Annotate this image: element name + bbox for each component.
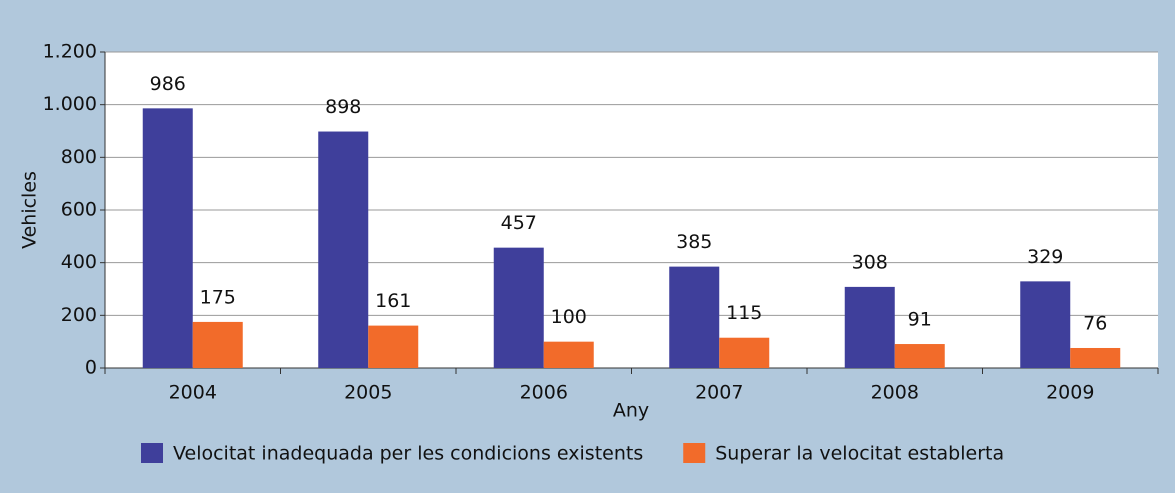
legend-label: Velocitat inadequada per les condicions … xyxy=(173,443,643,465)
data-label: 161 xyxy=(375,290,411,312)
y-tick-label: 800 xyxy=(61,146,97,168)
bar xyxy=(669,266,720,368)
y-axis-label: Vehicles xyxy=(19,171,41,249)
data-label: 898 xyxy=(325,96,361,118)
bar xyxy=(368,325,419,368)
bar xyxy=(318,131,369,368)
y-tick-label: 200 xyxy=(61,304,97,326)
y-tick-label: 600 xyxy=(61,199,97,221)
data-label: 457 xyxy=(501,212,537,234)
data-label: 115 xyxy=(726,302,762,324)
bar xyxy=(142,108,193,368)
data-label: 175 xyxy=(200,286,236,308)
x-tick-label: 2005 xyxy=(344,382,392,404)
data-label: 100 xyxy=(551,306,587,328)
bar xyxy=(719,337,770,368)
data-label: 308 xyxy=(852,251,888,273)
y-tick-label: 400 xyxy=(61,251,97,273)
legend-label: Superar la velocitat establerta xyxy=(715,443,1004,465)
data-label: 91 xyxy=(908,309,932,331)
x-tick-label: 2009 xyxy=(1046,382,1094,404)
bar xyxy=(844,286,895,368)
bar xyxy=(493,247,544,368)
y-tick-label: 0 xyxy=(85,357,97,379)
data-label: 76 xyxy=(1083,312,1107,334)
bar xyxy=(192,321,243,368)
x-tick-label: 2007 xyxy=(695,382,743,404)
x-tick-label: 2008 xyxy=(871,382,919,404)
bar xyxy=(1070,347,1121,368)
x-tick-label: 2004 xyxy=(169,382,217,404)
legend-swatch xyxy=(141,443,163,463)
x-tick-label: 2006 xyxy=(520,382,568,404)
data-label: 329 xyxy=(1027,246,1063,268)
bar xyxy=(543,341,594,368)
data-label: 986 xyxy=(150,73,186,95)
y-tick-label: 1.200 xyxy=(43,41,97,63)
bar xyxy=(1020,281,1071,368)
data-label: 385 xyxy=(676,231,712,253)
bar xyxy=(894,344,945,368)
x-axis-label: Any xyxy=(613,400,649,422)
legend-swatch xyxy=(683,443,706,463)
y-tick-label: 1.000 xyxy=(43,93,97,115)
